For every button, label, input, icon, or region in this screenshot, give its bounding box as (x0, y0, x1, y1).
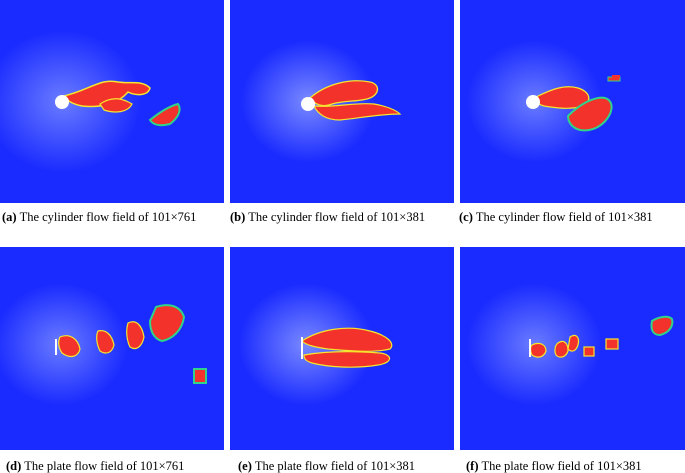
panel-label: (b) (230, 210, 246, 224)
panel-label: (a) (2, 210, 17, 224)
caption-text: The cylinder flow field of 101×761 (19, 210, 197, 224)
caption-d: (d) The plate flow field of 101×761 (6, 459, 184, 473)
flow-field-plot-b (230, 0, 454, 203)
caption-text: The plate flow field of 101×381 (254, 459, 416, 473)
vortex-wake (533, 75, 621, 132)
flow-field-svg-b (230, 0, 454, 203)
vortex-wake (529, 315, 674, 358)
caption-f: (f) The plate flow field of 101×381 (466, 459, 642, 473)
panel-label: (d) (6, 459, 22, 473)
flow-field-plot-c (460, 0, 685, 203)
caption-a: (a) The cylinder flow field of 101×761 (2, 210, 196, 224)
vortex-wake (58, 304, 207, 384)
flow-field-plot-a (0, 0, 224, 203)
vortex-wake (62, 80, 181, 127)
panel-label: (c) (459, 210, 473, 224)
caption-b: (b) The cylinder flow field of 101×381 (230, 210, 425, 224)
panel-label: (f) (466, 459, 479, 473)
flow-field-svg-a (0, 0, 224, 203)
flow-field-plot-d (0, 247, 224, 450)
panel-label: (e) (238, 459, 252, 473)
caption-text: The plate flow field of 101×381 (481, 459, 642, 473)
caption-e: (e) The plate flow field of 101×381 (238, 459, 415, 473)
vortex-wake (309, 80, 402, 121)
caption-text: The cylinder flow field of 101×381 (475, 210, 653, 224)
flow-field-svg-e (230, 247, 454, 450)
flow-field-svg-d (0, 247, 224, 450)
cylinder-obstacle (301, 97, 315, 111)
flow-field-plot-f (460, 247, 685, 450)
caption-text: The plate flow field of 101×761 (24, 459, 185, 473)
caption-text: The cylinder flow field of 101×381 (248, 210, 426, 224)
flow-field-svg-c (460, 0, 685, 203)
cylinder-obstacle (55, 95, 69, 109)
caption-c: (c) The cylinder flow field of 101×381 (459, 210, 653, 224)
cylinder-obstacle (526, 95, 540, 109)
vortex-wake (301, 327, 393, 368)
flow-field-plot-e (230, 247, 454, 450)
flow-field-svg-f (460, 247, 685, 450)
